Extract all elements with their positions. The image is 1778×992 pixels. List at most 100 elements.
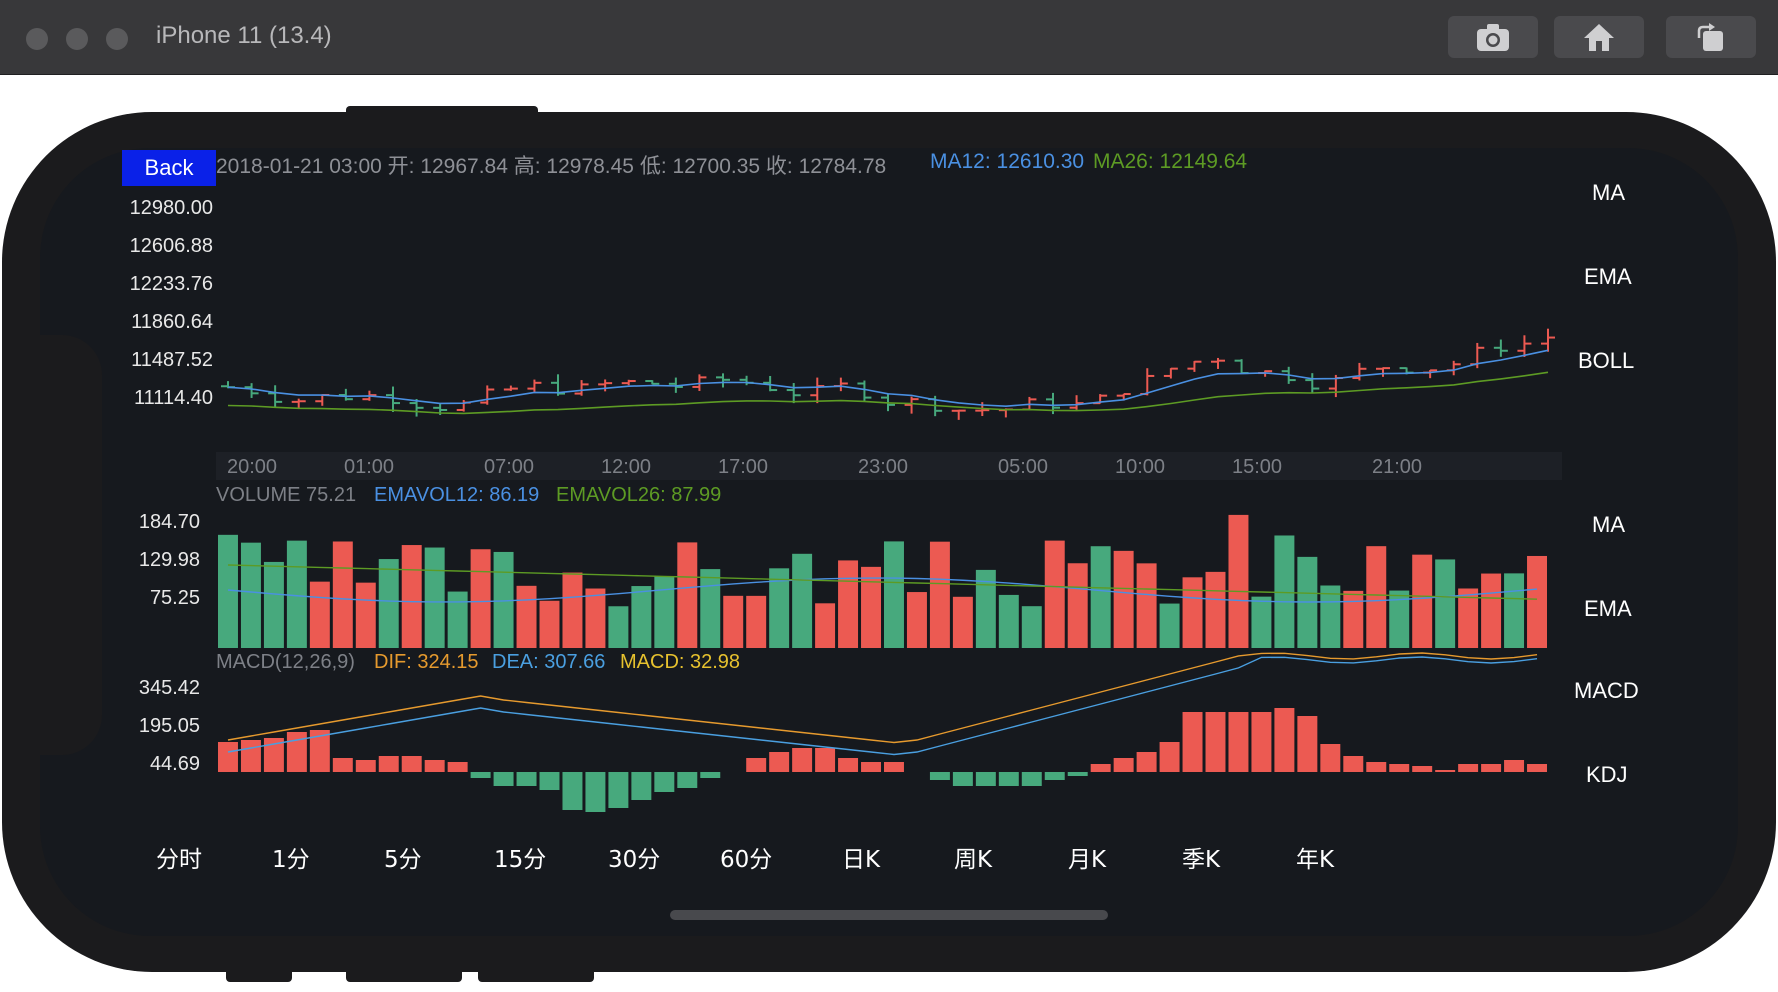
volume-bar xyxy=(792,553,813,648)
simulator-title-bar: iPhone 11 (13.4) xyxy=(0,0,1778,75)
period-tab-1min[interactable]: 1分 xyxy=(272,847,310,873)
macd-histogram-bar xyxy=(424,760,445,772)
volume-bar xyxy=(1274,535,1295,648)
period-tab-day[interactable]: 日K xyxy=(842,847,881,873)
macd-histogram-bar xyxy=(1389,764,1410,772)
macd-histogram-bar xyxy=(929,772,950,780)
macd-histogram-bar xyxy=(332,758,353,772)
volume-bar xyxy=(975,569,996,648)
dea-line xyxy=(227,656,1538,756)
macd-histogram-bar xyxy=(975,772,996,786)
home-indicator[interactable] xyxy=(670,910,1108,920)
zoom-window-button[interactable] xyxy=(106,28,128,50)
macd-histogram-bar xyxy=(493,772,514,786)
period-tab-60min[interactable]: 60分 xyxy=(720,847,773,873)
time-axis-label: 17:00 xyxy=(718,456,768,478)
volume-bar xyxy=(1067,563,1088,648)
ma26-value: MA26: 12149.64 xyxy=(1093,150,1248,173)
volume-bar xyxy=(608,606,629,648)
macd-histogram-bar xyxy=(378,756,399,772)
macd-histogram-bar xyxy=(1251,712,1272,772)
volume-bar xyxy=(1343,590,1364,648)
period-tab-year[interactable]: 年K xyxy=(1296,847,1335,873)
minimize-window-button[interactable] xyxy=(66,28,88,50)
macd-histogram-bar xyxy=(401,756,422,772)
volume-indicator-ma[interactable]: MA xyxy=(1592,512,1625,537)
volume-bar xyxy=(861,566,881,648)
volume-bar xyxy=(378,559,399,648)
main-indicator-boll[interactable]: BOLL xyxy=(1578,348,1635,373)
volume-bar xyxy=(815,603,836,648)
home-icon xyxy=(1584,24,1614,51)
period-tab-realtime[interactable]: 分时 xyxy=(156,847,202,873)
ma12-line xyxy=(227,349,1549,408)
time-axis-label: 10:00 xyxy=(1115,456,1165,478)
volume-bar xyxy=(1021,606,1042,648)
volume-bar xyxy=(929,541,950,648)
macd-histogram-bar xyxy=(1090,764,1111,772)
home-button[interactable] xyxy=(1554,16,1644,58)
macd-histogram-bar xyxy=(1297,716,1318,772)
volume-bar xyxy=(1527,555,1547,648)
simulator-title: iPhone 11 (13.4) xyxy=(156,22,332,49)
volume-indicator-ema[interactable]: EMA xyxy=(1584,596,1632,621)
volume-bar xyxy=(1182,577,1203,648)
macd-histogram-bar xyxy=(1412,766,1433,772)
volume-bar xyxy=(1389,590,1410,648)
volume-bar xyxy=(263,561,284,648)
period-tab-15min[interactable]: 15分 xyxy=(494,847,547,873)
volume-bar xyxy=(654,576,675,648)
period-tab-season[interactable]: 季K xyxy=(1182,847,1221,873)
macd-histogram-bar xyxy=(1527,764,1547,772)
rotate-button[interactable] xyxy=(1666,16,1756,58)
macd-histogram-bar xyxy=(884,762,904,772)
macd-histogram-bar xyxy=(631,772,652,800)
macd-histogram-bar xyxy=(654,772,675,792)
volume-bar xyxy=(1435,559,1456,648)
macd-histogram-bar xyxy=(1435,770,1456,772)
volume-bar xyxy=(309,581,330,648)
volume-bar xyxy=(1044,540,1065,648)
emavol12-value: EMAVOL12: 86.19 xyxy=(374,484,539,506)
volume-bar xyxy=(424,547,445,648)
volume-bar xyxy=(585,588,606,648)
macd-histogram-bar xyxy=(1504,760,1525,772)
volume-bar xyxy=(677,542,698,648)
volume-bar xyxy=(516,585,537,648)
price-axis-label: 11860.64 xyxy=(131,311,213,333)
volume-bar xyxy=(401,545,422,648)
close-window-button[interactable] xyxy=(26,28,48,50)
volume-bar xyxy=(562,572,583,648)
macd-histogram-bar xyxy=(562,772,583,810)
volume-bar xyxy=(906,592,927,648)
macd-value: MACD: 32.98 xyxy=(620,651,740,673)
volume-bar xyxy=(1504,573,1525,648)
period-tab-30min[interactable]: 30分 xyxy=(608,847,661,873)
volume-bar xyxy=(769,568,790,648)
time-axis-label: 07:00 xyxy=(484,456,534,478)
macd-histogram-bar xyxy=(240,740,261,772)
main-indicator-ema[interactable]: EMA xyxy=(1584,264,1632,289)
volume-bar xyxy=(332,541,353,648)
time-axis-label: 20:00 xyxy=(227,456,277,478)
dea-value: DEA: 307.66 xyxy=(492,651,605,673)
period-tab-5min[interactable]: 5分 xyxy=(384,847,422,873)
volume-bar xyxy=(1090,546,1111,648)
volume-bar xyxy=(1366,546,1387,648)
sub-indicator-kdj[interactable]: KDJ xyxy=(1586,762,1628,787)
period-tab-month[interactable]: 月K xyxy=(1068,847,1107,873)
main-indicator-ma[interactable]: MA xyxy=(1592,180,1625,205)
ma12-value: MA12: 12610.30 xyxy=(930,150,1085,173)
macd-histogram-bar xyxy=(1113,758,1134,772)
volume-axis-label: 184.70 xyxy=(139,511,200,533)
time-axis-label: 15:00 xyxy=(1232,456,1282,478)
sub-indicator-macd[interactable]: MACD xyxy=(1574,678,1639,703)
volume-bar xyxy=(1205,571,1226,648)
price-axis-label: 12980.00 xyxy=(130,197,213,219)
macd-histogram-bar xyxy=(1274,708,1295,772)
emavol12-line xyxy=(227,577,1538,603)
screenshot-button[interactable] xyxy=(1448,16,1538,58)
period-tab-week[interactable]: 周K xyxy=(954,847,993,873)
back-button[interactable]: Back xyxy=(122,150,216,186)
